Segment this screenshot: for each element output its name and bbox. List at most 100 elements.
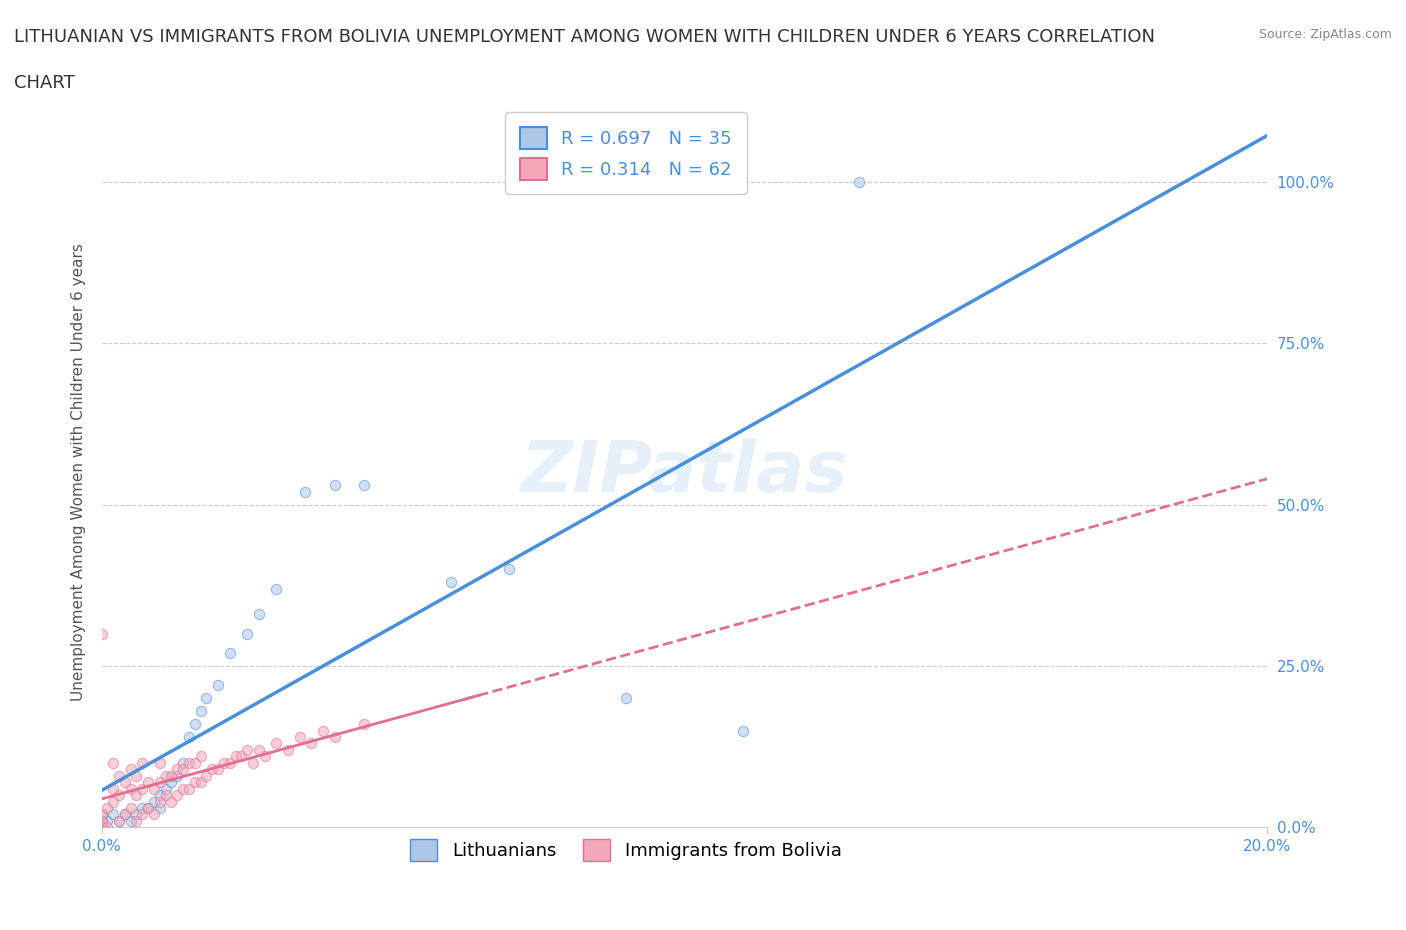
Point [184,775,207,790]
Point [149,794,172,809]
Point [323,478,346,493]
Point [190,704,212,719]
Text: Source: ZipAtlas.com: Source: ZipAtlas.com [1258,28,1392,41]
Point [155,768,177,783]
Point [277,742,299,757]
Point [114,807,136,822]
Point [184,717,207,732]
Point [172,781,194,796]
Point [266,581,288,596]
Point [114,775,136,790]
Point [90,807,112,822]
Point [125,788,148,803]
Point [498,562,520,577]
Point [614,691,637,706]
Point [288,729,311,744]
Point [96,820,118,835]
Point [353,717,375,732]
Point [125,768,148,783]
Point [184,755,207,770]
Point [166,762,188,777]
Point [323,729,346,744]
Point [143,781,166,796]
Point [440,575,463,590]
Point [136,775,159,790]
Point [848,175,870,190]
Point [101,807,124,822]
Legend: Lithuanians, Immigrants from Bolivia: Lithuanians, Immigrants from Bolivia [404,831,849,868]
Point [108,814,131,829]
Point [125,814,148,829]
Point [143,794,166,809]
Point [108,788,131,803]
Text: CHART: CHART [14,74,75,92]
Point [143,807,166,822]
Point [177,781,200,796]
Point [207,678,229,693]
Point [120,781,142,796]
Point [90,814,112,829]
Point [160,775,183,790]
Point [247,742,270,757]
Point [149,775,172,790]
Point [177,755,200,770]
Point [149,801,172,816]
Point [131,801,153,816]
Point [101,755,124,770]
Point [90,814,112,829]
Point [149,755,172,770]
Point [131,781,153,796]
Point [90,807,112,822]
Point [195,768,218,783]
Point [90,626,112,641]
Point [218,645,240,660]
Point [195,691,218,706]
Point [172,762,194,777]
Point [131,755,153,770]
Point [155,781,177,796]
Point [218,755,240,770]
Point [101,794,124,809]
Point [236,742,259,757]
Point [101,781,124,796]
Point [190,775,212,790]
Point [120,814,142,829]
Point [114,807,136,822]
Point [242,755,264,770]
Point [294,485,316,499]
Point [172,755,194,770]
Point [90,820,112,835]
Point [166,788,188,803]
Point [131,807,153,822]
Text: LITHUANIAN VS IMMIGRANTS FROM BOLIVIA UNEMPLOYMENT AMONG WOMEN WITH CHILDREN UND: LITHUANIAN VS IMMIGRANTS FROM BOLIVIA UN… [14,28,1156,46]
Point [207,762,229,777]
Point [266,736,288,751]
Point [136,801,159,816]
Point [353,478,375,493]
Point [120,801,142,816]
Point [96,814,118,829]
Point [731,724,754,738]
Point [125,807,148,822]
Point [136,801,159,816]
Point [236,626,259,641]
Point [120,762,142,777]
Point [96,801,118,816]
Point [177,729,200,744]
Point [247,607,270,622]
Point [166,768,188,783]
Point [90,820,112,835]
Point [108,814,131,829]
Point [312,724,335,738]
Point [201,762,224,777]
Point [149,788,172,803]
Point [212,755,235,770]
Point [225,749,247,764]
Point [299,736,322,751]
Text: ZIPatlas: ZIPatlas [520,438,848,507]
Point [253,749,276,764]
Point [160,768,183,783]
Point [190,749,212,764]
Point [155,788,177,803]
Point [160,794,183,809]
